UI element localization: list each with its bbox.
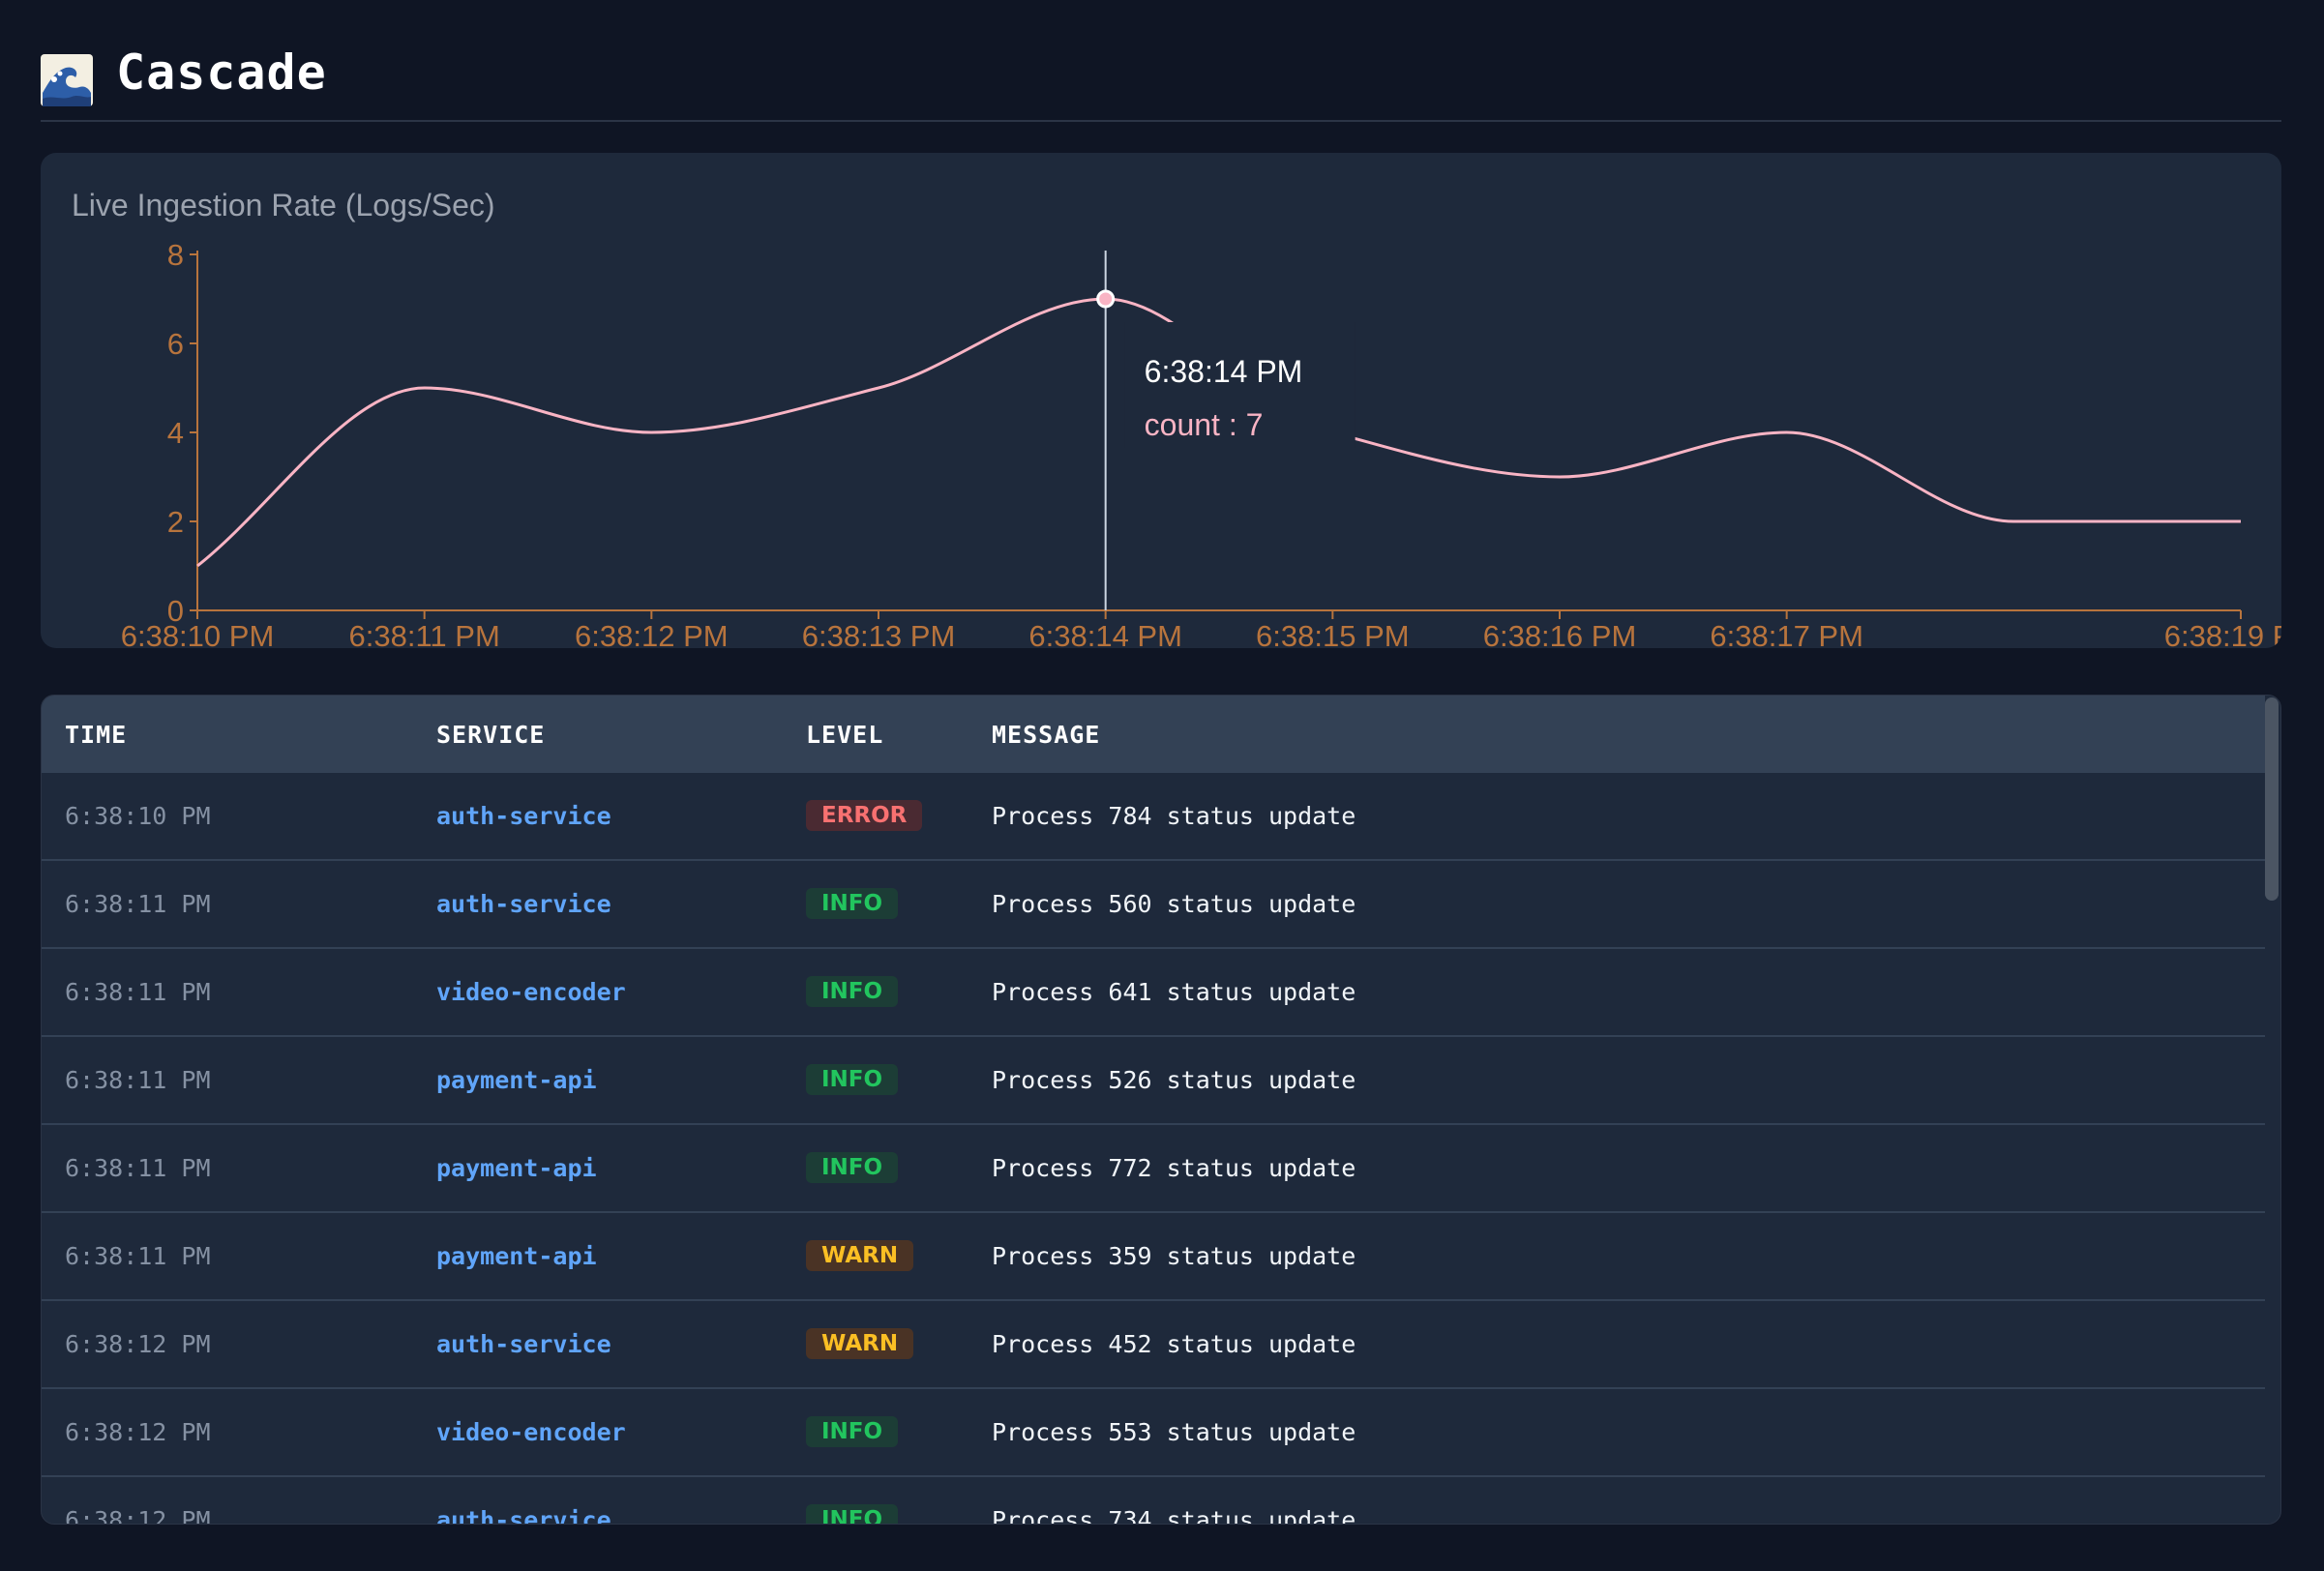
column-header-message[interactable]: MESSAGE <box>992 720 1101 749</box>
log-message: Process 784 status update <box>992 802 1356 830</box>
level-badge: ERROR <box>806 800 923 831</box>
log-table[interactable]: TIME SERVICE LEVEL MESSAGE 6:38:10 PM aut… <box>41 695 2281 1525</box>
x-tick-label: 6:38:14 PM <box>1028 619 1182 648</box>
log-time: 6:38:12 PM <box>65 1506 211 1525</box>
log-time: 6:38:12 PM <box>65 1418 211 1446</box>
tooltip-time: 6:38:14 PM <box>1145 354 1303 389</box>
log-time: 6:38:11 PM <box>65 978 211 1006</box>
log-row[interactable]: 6:38:10 PM auth-service ERROR Process 784 s… <box>42 773 2265 861</box>
app-title: Cascade <box>116 44 327 101</box>
log-row[interactable]: 6:38:11 PM video-encoder INFO Process 641 s… <box>42 949 2265 1037</box>
ingestion-chart-card: Live Ingestion Rate (Logs/Sec) 0 2 4 6 8 6:38… <box>41 153 2281 648</box>
active-data-point <box>1096 289 1116 309</box>
log-row[interactable]: 6:38:12 PM auth-service WARN Process 452 st… <box>42 1301 2265 1389</box>
log-service[interactable]: payment-api <box>436 1154 597 1182</box>
app-header: Cascade <box>41 37 2281 122</box>
column-header-service[interactable]: SERVICE <box>436 720 546 749</box>
log-service[interactable]: video-encoder <box>436 978 626 1006</box>
x-tick-label: 6:38:17 PM <box>1710 619 1863 648</box>
column-header-level[interactable]: LEVEL <box>806 720 884 749</box>
log-message: Process 359 status update <box>992 1242 1356 1270</box>
log-message: Process 734 status update <box>992 1506 1356 1525</box>
ingestion-chart[interactable]: 0 2 4 6 8 6:38:10 PM 6:38:11 PM 6:38:12 PM 6:38:… <box>41 153 2281 648</box>
log-time: 6:38:11 PM <box>65 890 211 918</box>
log-message: Process 553 status update <box>992 1418 1356 1446</box>
log-row[interactable]: 6:38:12 PM auth-service INFO Process 734 st… <box>42 1477 2265 1525</box>
log-message: Process 526 status update <box>992 1066 1356 1094</box>
tooltip-count: count : 7 <box>1145 407 1264 442</box>
log-service[interactable]: auth-service <box>436 1330 611 1358</box>
x-tick-label: 6:38:13 PM <box>802 619 956 648</box>
x-tick-label: 6:38:11 PM <box>349 619 500 648</box>
x-tick-label: 6:38:19 PM <box>2164 619 2281 648</box>
y-tick-label: 0 <box>167 594 184 628</box>
level-badge: INFO <box>806 888 899 919</box>
x-tick-label: 6:38:12 PM <box>575 619 729 648</box>
chart-title: Live Ingestion Rate (Logs/Sec) <box>72 188 495 222</box>
log-message: Process 452 status update <box>992 1330 1356 1358</box>
tooltip-box <box>1124 322 1356 448</box>
y-tick-label: 2 <box>167 505 184 539</box>
level-badge: INFO <box>806 976 899 1007</box>
log-time: 6:38:11 PM <box>65 1154 211 1182</box>
log-rows: 6:38:10 PM auth-service ERROR Process 784 s… <box>42 773 2265 1525</box>
log-table-header: TIME SERVICE LEVEL MESSAGE <box>42 696 2265 773</box>
level-badge: INFO <box>806 1416 899 1447</box>
log-row[interactable]: 6:38:11 PM auth-service INFO Process 560 st… <box>42 861 2265 949</box>
level-badge: WARN <box>806 1240 914 1271</box>
wave-icon <box>41 54 93 106</box>
scrollbar-thumb[interactable] <box>2265 697 2279 901</box>
y-tick-label: 4 <box>167 416 184 450</box>
log-time: 6:38:11 PM <box>65 1242 211 1270</box>
log-row[interactable]: 6:38:11 PM payment-api WARN Process 359 sta… <box>42 1213 2265 1301</box>
x-tick-label: 6:38:15 PM <box>1256 619 1410 648</box>
y-tick-label: 8 <box>167 238 184 272</box>
log-service[interactable]: auth-service <box>436 890 611 918</box>
level-badge: INFO <box>806 1064 899 1095</box>
y-tick-label: 6 <box>167 327 184 361</box>
level-badge: WARN <box>806 1328 914 1359</box>
x-tick-label: 6:38:10 PM <box>121 619 275 648</box>
level-badge: INFO <box>806 1152 899 1183</box>
log-time: 6:38:10 PM <box>65 802 211 830</box>
log-message: Process 772 status update <box>992 1154 1356 1182</box>
x-tick-label: 6:38:16 PM <box>1483 619 1637 648</box>
log-row[interactable]: 6:38:12 PM video-encoder INFO Process 553 s… <box>42 1389 2265 1477</box>
column-header-time[interactable]: TIME <box>65 720 128 749</box>
log-time: 6:38:12 PM <box>65 1330 211 1358</box>
level-badge: INFO <box>806 1504 899 1524</box>
log-service[interactable]: auth-service <box>436 1506 611 1525</box>
log-message: Process 641 status update <box>992 978 1356 1006</box>
log-time: 6:38:11 PM <box>65 1066 211 1094</box>
log-service[interactable]: payment-api <box>436 1066 597 1094</box>
log-message: Process 560 status update <box>992 890 1356 918</box>
log-service[interactable]: auth-service <box>436 802 611 830</box>
log-row[interactable]: 6:38:11 PM payment-api INFO Process 526 sta… <box>42 1037 2265 1125</box>
log-service[interactable]: video-encoder <box>436 1418 626 1446</box>
log-row[interactable]: 6:38:11 PM payment-api INFO Process 772 sta… <box>42 1125 2265 1213</box>
log-service[interactable]: payment-api <box>436 1242 597 1270</box>
